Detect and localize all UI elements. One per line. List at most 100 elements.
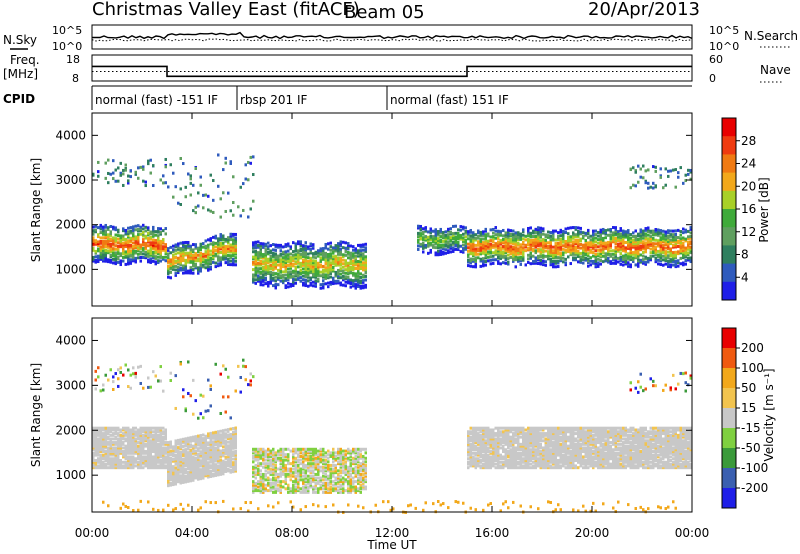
power-cell: [104, 225, 107, 229]
power-cell: [512, 236, 515, 240]
velocity-cell: [112, 462, 115, 466]
velocity-cell: [107, 378, 110, 382]
power-cell: [159, 243, 162, 247]
velocity-cell: [184, 444, 187, 448]
velocity-cell: [204, 468, 207, 472]
power-cell: [462, 232, 465, 236]
velocity-cell: [214, 468, 217, 472]
velocity-cell: [174, 482, 177, 486]
power-cell: [549, 248, 552, 252]
velocity-cell: [197, 474, 200, 478]
power-cell: [264, 251, 267, 255]
power-cell: [517, 243, 520, 247]
power-cell: [219, 243, 222, 247]
velocity-cell: [262, 480, 265, 484]
velocity-cell: [182, 448, 185, 452]
power-cell: [182, 259, 185, 263]
power-cell: [112, 238, 115, 242]
power-cell: [479, 247, 482, 251]
power-cell: [539, 251, 542, 255]
velocity-cell: [259, 483, 262, 487]
power-cell: [149, 257, 152, 261]
power-cell: [324, 267, 327, 271]
power-cell: [299, 252, 302, 256]
velocity-cell: [139, 464, 142, 468]
power-cell: [304, 244, 307, 248]
velocity-cell: [144, 435, 147, 439]
velocity-cell: [254, 454, 257, 458]
power-cell: [264, 257, 267, 261]
velocity-cell: [167, 476, 170, 480]
velocity-cell: [144, 430, 147, 434]
velocity-cell: [102, 453, 105, 457]
power-cell: [132, 237, 135, 241]
velocity-cell: [149, 435, 152, 439]
power-cell: [147, 260, 150, 264]
power-cell: [574, 238, 577, 242]
power-cell: [652, 245, 655, 249]
power-cell: [539, 233, 542, 237]
velocity-cell: [267, 504, 270, 508]
power-cell: [189, 260, 192, 264]
power-cell: [159, 239, 162, 243]
velocity-cell: [292, 483, 295, 487]
velocity-cell: [117, 460, 120, 464]
power-cell: [362, 266, 365, 270]
power-cell: [604, 243, 607, 247]
power-cell: [509, 234, 512, 238]
power-cell: [349, 267, 352, 271]
power-cell: [184, 264, 187, 268]
velocity-cell: [132, 433, 135, 437]
velocity-cell: [257, 507, 260, 511]
power-cell: [207, 257, 210, 261]
power-cell: [167, 254, 170, 258]
velocity-cell: [164, 448, 167, 452]
power-cell: [327, 272, 330, 276]
power-cell: [682, 181, 685, 185]
velocity-cell: [224, 444, 227, 448]
power-cell: [479, 259, 482, 263]
power-cell: [134, 258, 137, 262]
power-cell: [239, 185, 242, 189]
power-cell: [544, 233, 547, 237]
power-cell: [644, 228, 647, 232]
power-cell: [517, 231, 520, 235]
power-cell: [107, 227, 110, 231]
velocity-cell: [152, 370, 155, 374]
velocity-cell: [142, 430, 145, 434]
power-cell: [129, 175, 132, 179]
velocity-cell: [97, 430, 100, 434]
velocity-cell: [179, 465, 182, 469]
power-cell: [549, 241, 552, 245]
velocity-cell: [282, 453, 285, 457]
power-cell: [309, 249, 312, 253]
velocity-cell: [152, 507, 155, 511]
velocity-cell: [94, 432, 97, 436]
power-cell: [149, 237, 152, 241]
power-cell: [554, 242, 557, 246]
velocity-cell: [192, 459, 195, 463]
velocity-cell: [232, 452, 235, 456]
velocity-cell: [264, 458, 267, 462]
velocity-cell: [259, 456, 262, 460]
velocity-cell: [269, 451, 272, 455]
velocity-cell: [127, 460, 130, 464]
velocity-cell: [229, 440, 232, 444]
power-cell: [644, 232, 647, 236]
power-cell: [154, 240, 157, 244]
power-cell: [489, 248, 492, 252]
power-cell: [454, 224, 457, 228]
velocity-cell: [227, 455, 230, 459]
power-cell: [674, 254, 677, 258]
power-cell: [347, 279, 350, 283]
power-cell: [567, 255, 570, 259]
velocity-cell: [234, 469, 237, 473]
velocity-cell: [222, 395, 225, 399]
power-cell: [564, 257, 567, 261]
power-cell: [609, 227, 612, 231]
power-cell: [362, 284, 365, 288]
power-cell: [222, 241, 225, 245]
power-cell: [439, 249, 442, 253]
velocity-cell: [134, 375, 137, 379]
